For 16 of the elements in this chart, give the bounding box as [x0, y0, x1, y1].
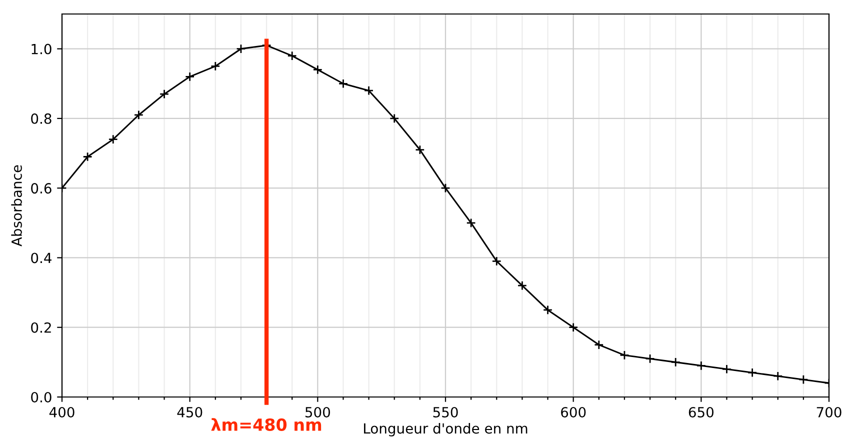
x-tick-label: 550: [433, 406, 458, 418]
y-tick-label: 1.0: [32, 44, 52, 54]
y-axis-title: Absorbance: [11, 165, 22, 246]
x-axis-title: Longueur d'onde en nm: [364, 422, 528, 436]
x-tick-label: 450: [177, 406, 202, 418]
y-tick-label: 0.2: [31, 322, 51, 333]
y-tick-label: 0.6: [31, 183, 52, 194]
y-tick-label: 0.8: [31, 113, 52, 124]
y-tick-label: 0.4: [31, 252, 52, 264]
x-tick-label: 500: [305, 406, 330, 418]
x-tick-label: 700: [816, 406, 842, 418]
x-tick-label: 650: [688, 406, 714, 418]
y-tick-label: 0.0: [31, 392, 52, 402]
ref-line-label: λm=480 nm: [211, 418, 322, 431]
x-tick-label: 400: [49, 406, 74, 418]
x-tick-label: 600: [561, 406, 586, 418]
